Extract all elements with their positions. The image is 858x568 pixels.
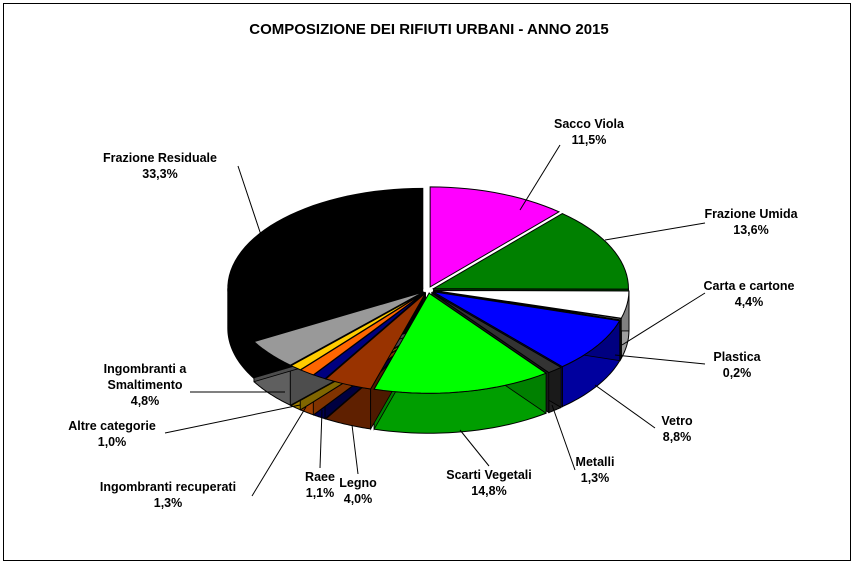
data-label-frazione-residuale: Frazione Residuale 33,3% xyxy=(103,151,217,181)
data-label-sacco-viola: Sacco Viola 11,5% xyxy=(554,117,625,147)
pie-slice-vetro xyxy=(432,291,621,368)
pie-slice-ingombranti-a-smaltimento xyxy=(252,291,424,366)
chart-title: COMPOSIZIONE DEI RIFIUTI URBANI - ANNO 2… xyxy=(249,21,609,38)
pie-slice-plastica xyxy=(433,290,622,321)
data-label-raee: Raee 1,1% xyxy=(305,470,335,500)
leader-line-ingombranti-recuperati xyxy=(251,406,307,497)
leader-line-scarti-vegetali xyxy=(459,429,490,467)
leader-line-carta-e-cartone xyxy=(621,292,706,346)
pie-slice-frazione-umida xyxy=(431,213,629,290)
leader-line-vetro xyxy=(594,384,656,429)
pie-slice-sacco-viola xyxy=(429,186,561,288)
leader-line-plastica xyxy=(614,354,706,365)
leader-line-raee xyxy=(319,409,323,469)
leader-line-altre-categorie xyxy=(164,404,301,434)
pie-slice-frazione-residuale xyxy=(227,187,424,339)
chart-frame xyxy=(3,3,851,561)
data-label-ingombranti-a-smaltimento: Ingombranti a Smaltimento 4,8% xyxy=(104,362,188,408)
pie-slice-carta-e-cartone xyxy=(433,289,630,319)
data-label-metalli: Metalli 1,3% xyxy=(576,455,615,485)
pie-slice-metalli xyxy=(431,292,563,374)
pie-slice-legno xyxy=(324,292,427,390)
leader-line-legno xyxy=(351,424,359,475)
data-label-carta-e-cartone: Carta e cartone 4,4% xyxy=(703,279,794,309)
data-label-vetro: Vetro 8,8% xyxy=(661,414,693,444)
data-label-frazione-umida: Frazione Umida 13,6% xyxy=(704,207,798,237)
leader-line-frazione-residuale xyxy=(237,165,263,239)
data-label-ingombranti-recuperati: Ingombranti recuperati 1,3% xyxy=(100,480,236,510)
data-label-altre-categorie: Altre categorie 1,0% xyxy=(68,419,156,449)
data-label-plastica: Plastica 0,2% xyxy=(713,350,761,380)
leader-line-sacco-viola xyxy=(519,144,561,211)
leader-line-metalli xyxy=(551,404,576,471)
data-label-legno: Legno 4,0% xyxy=(339,476,377,506)
pie-slice-altre-categorie xyxy=(290,292,425,371)
pie-slice-scarti-vegetali xyxy=(373,292,548,394)
leader-line-frazione-umida xyxy=(604,222,706,241)
data-label-scarti-vegetali: Scarti Vegetali 14,8% xyxy=(446,468,531,498)
